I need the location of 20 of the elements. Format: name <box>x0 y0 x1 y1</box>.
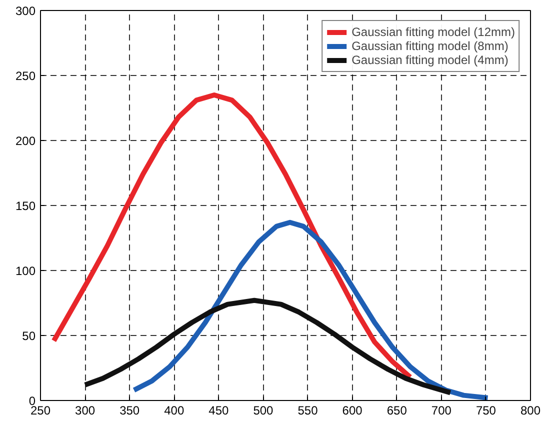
x-tick-label: 500 <box>253 404 274 418</box>
legend-label: Gaussian fitting model (8mm) <box>352 39 508 53</box>
y-tick-label: 300 <box>15 4 36 18</box>
y-tick-label: 200 <box>15 134 36 148</box>
x-tick-label: 700 <box>431 404 452 418</box>
x-tick-label: 600 <box>342 404 363 418</box>
y-tick-label: 250 <box>15 69 36 83</box>
x-tick-label: 650 <box>386 404 408 418</box>
x-tick-label: 350 <box>120 404 140 418</box>
y-tick-label: 150 <box>15 199 36 213</box>
x-tick-label: 800 <box>520 404 541 418</box>
x-tick-label: 450 <box>208 404 230 418</box>
legend-label: Gaussian fitting model (4mm) <box>352 53 508 67</box>
x-tick-label: 750 <box>476 404 496 418</box>
legend-label: Gaussian fitting model (12mm) <box>352 25 515 39</box>
x-tick-label: 550 <box>298 404 318 418</box>
x-tick-label: 300 <box>75 404 96 418</box>
y-tick-label: 50 <box>22 329 36 343</box>
y-tick-label: 100 <box>15 264 36 278</box>
x-tick-label: 400 <box>164 404 184 418</box>
